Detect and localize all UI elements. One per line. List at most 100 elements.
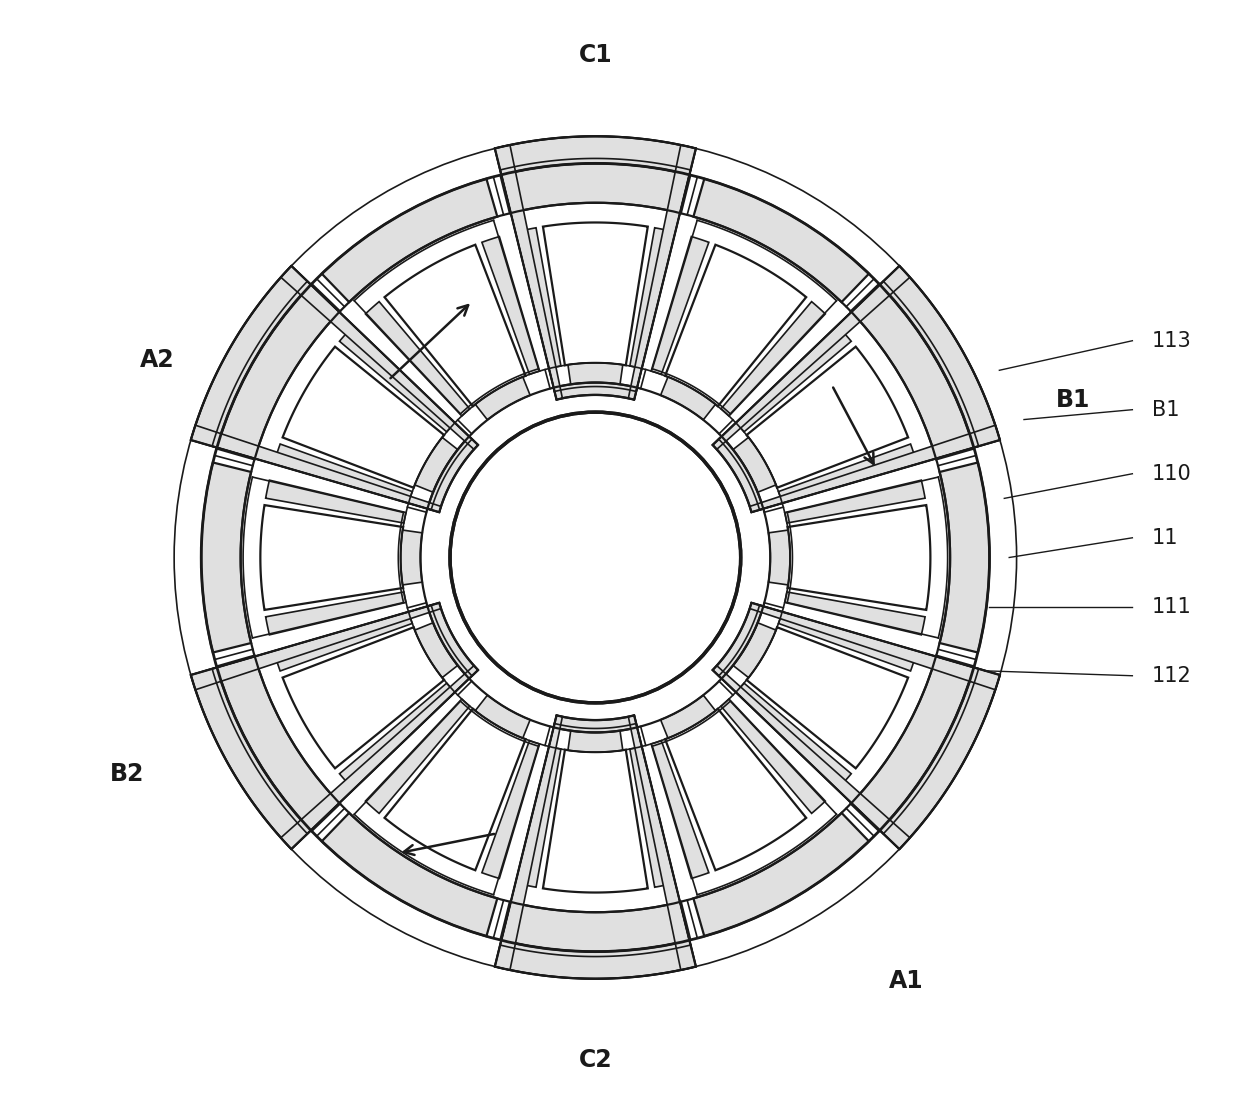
Polygon shape <box>501 164 691 213</box>
Polygon shape <box>630 747 673 888</box>
Text: B1: B1 <box>1056 388 1090 411</box>
Text: 113: 113 <box>1152 331 1192 351</box>
Polygon shape <box>265 481 405 523</box>
Text: A2: A2 <box>140 348 174 372</box>
Polygon shape <box>746 628 908 768</box>
Polygon shape <box>366 699 470 813</box>
Polygon shape <box>629 716 696 970</box>
Polygon shape <box>274 444 412 502</box>
Polygon shape <box>651 740 709 879</box>
Polygon shape <box>629 145 696 399</box>
Polygon shape <box>713 603 764 679</box>
Polygon shape <box>495 145 563 399</box>
Polygon shape <box>340 683 454 787</box>
Polygon shape <box>787 505 930 610</box>
Polygon shape <box>475 377 531 420</box>
Polygon shape <box>750 425 999 512</box>
Polygon shape <box>661 377 715 420</box>
Polygon shape <box>191 668 311 849</box>
Polygon shape <box>518 747 560 888</box>
Polygon shape <box>384 244 526 406</box>
Polygon shape <box>384 709 526 871</box>
Text: C1: C1 <box>579 43 613 67</box>
Polygon shape <box>274 613 412 671</box>
Polygon shape <box>693 178 869 302</box>
Polygon shape <box>428 603 479 679</box>
Text: C2: C2 <box>579 1048 613 1072</box>
Polygon shape <box>940 463 990 652</box>
Polygon shape <box>518 227 560 368</box>
Polygon shape <box>568 730 622 753</box>
Polygon shape <box>665 709 806 871</box>
Polygon shape <box>746 347 908 487</box>
Polygon shape <box>779 613 916 671</box>
Polygon shape <box>241 203 950 912</box>
Polygon shape <box>191 266 311 447</box>
Polygon shape <box>713 666 910 849</box>
Polygon shape <box>281 266 479 449</box>
Polygon shape <box>217 284 340 459</box>
Polygon shape <box>737 683 851 787</box>
Text: B2: B2 <box>110 763 145 786</box>
Polygon shape <box>322 813 497 937</box>
Polygon shape <box>366 302 470 416</box>
Polygon shape <box>482 740 539 879</box>
Polygon shape <box>713 436 764 512</box>
Polygon shape <box>281 666 479 849</box>
Circle shape <box>450 413 740 702</box>
Polygon shape <box>733 437 776 492</box>
Polygon shape <box>737 328 851 432</box>
Polygon shape <box>322 178 497 302</box>
Polygon shape <box>568 362 622 385</box>
Polygon shape <box>201 463 252 652</box>
Polygon shape <box>401 530 422 585</box>
Text: B1: B1 <box>1152 399 1179 419</box>
Text: 112: 112 <box>1152 666 1192 686</box>
Polygon shape <box>880 266 999 447</box>
Polygon shape <box>750 603 999 690</box>
Polygon shape <box>495 716 563 970</box>
Polygon shape <box>651 236 709 375</box>
Polygon shape <box>475 695 531 738</box>
Polygon shape <box>543 223 647 366</box>
Circle shape <box>201 164 990 951</box>
Polygon shape <box>543 749 647 892</box>
Polygon shape <box>720 302 826 416</box>
Polygon shape <box>553 716 637 733</box>
Polygon shape <box>779 444 916 502</box>
Polygon shape <box>733 623 776 678</box>
Polygon shape <box>283 628 444 768</box>
Polygon shape <box>851 284 975 459</box>
Polygon shape <box>340 328 454 432</box>
Polygon shape <box>720 699 826 813</box>
Text: 111: 111 <box>1152 597 1192 617</box>
Polygon shape <box>785 592 925 634</box>
Polygon shape <box>260 505 403 610</box>
Polygon shape <box>851 656 975 831</box>
Polygon shape <box>495 940 696 979</box>
Polygon shape <box>880 668 999 849</box>
Text: 110: 110 <box>1152 464 1192 484</box>
Polygon shape <box>665 244 806 406</box>
Polygon shape <box>420 382 770 733</box>
Polygon shape <box>713 266 910 449</box>
Polygon shape <box>283 347 444 487</box>
Polygon shape <box>501 902 691 951</box>
Text: 11: 11 <box>1152 527 1178 547</box>
Polygon shape <box>428 436 479 512</box>
Polygon shape <box>553 382 637 399</box>
Polygon shape <box>191 603 441 690</box>
Polygon shape <box>661 695 715 738</box>
Polygon shape <box>630 227 673 368</box>
Polygon shape <box>785 481 925 523</box>
Polygon shape <box>769 530 790 585</box>
Polygon shape <box>495 136 696 175</box>
Polygon shape <box>265 592 405 634</box>
Polygon shape <box>415 437 458 492</box>
Polygon shape <box>191 425 441 512</box>
Text: A1: A1 <box>888 969 923 993</box>
Polygon shape <box>415 623 458 678</box>
Polygon shape <box>693 813 869 937</box>
Polygon shape <box>482 236 539 375</box>
Polygon shape <box>217 656 340 831</box>
